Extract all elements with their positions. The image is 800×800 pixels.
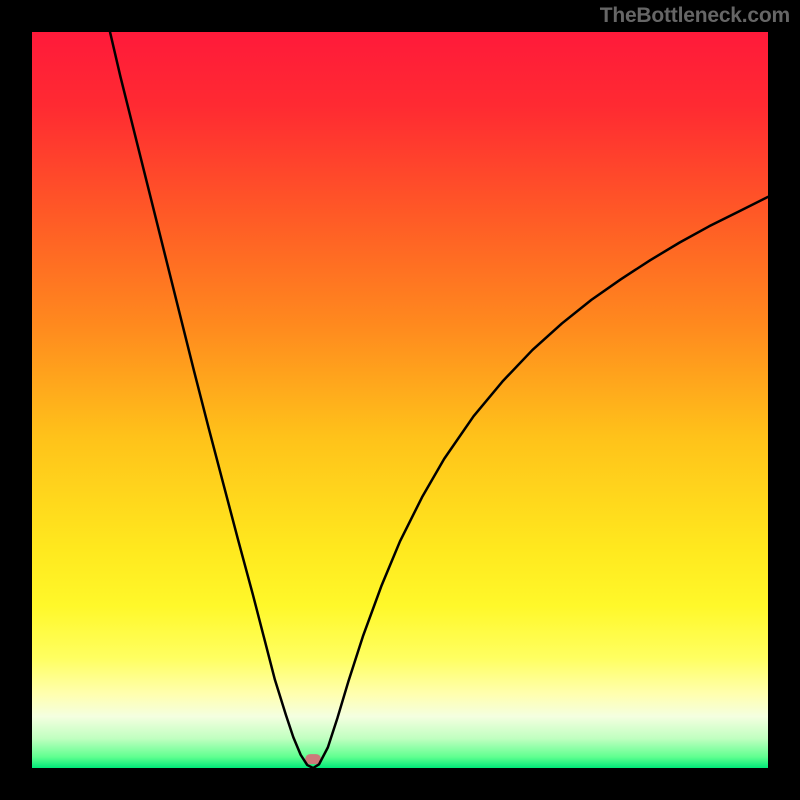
chart-frame: TheBottleneck.com [0, 0, 800, 800]
watermark-text: TheBottleneck.com [600, 4, 790, 28]
gradient-background [32, 32, 768, 768]
plot-area [32, 32, 768, 768]
chart-svg [32, 32, 768, 768]
